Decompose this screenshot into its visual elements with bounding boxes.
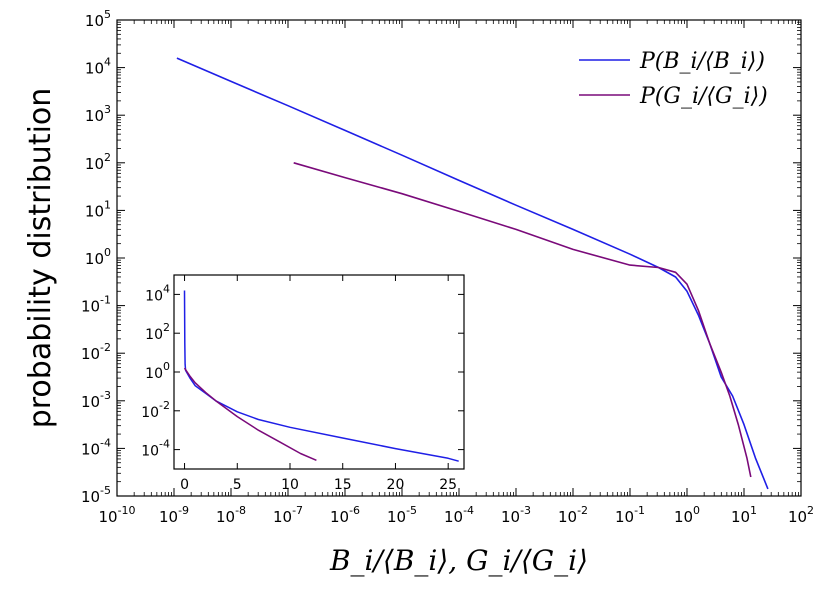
inset-series-line-g (183, 367, 317, 461)
x-axis-title: B_i/⟨B_i⟩, G_i/⟨G_i⟩ (329, 544, 588, 577)
x-tick-label: 10-10 (98, 504, 135, 526)
x-tick-label: 10-4 (444, 504, 474, 526)
main-x-tick-labels: 10-10 10-9 10-8 10-7 10-6 10-5 10-4 10-3 10-2 10-… (98, 504, 814, 526)
y-axis-title: probability distribution (23, 88, 58, 429)
y-tick-label: 102 (85, 151, 111, 173)
y-tick-label: 103 (85, 103, 111, 125)
main-ticks (116, 19, 802, 497)
inset-x-tick-label: 25 (439, 477, 457, 493)
inset-x-tick-label: 10 (281, 477, 299, 493)
y-tick-label: 10-5 (81, 484, 111, 506)
inset-x-tick-label: 20 (387, 477, 405, 493)
main-y-tick-labels: 10-5 10-4 10-3 10-2 10-1 100 101 102 103 104 105 (81, 8, 111, 506)
y-tick-label: 104 (85, 56, 111, 78)
y-tick-label: 10-1 (81, 294, 111, 316)
x-tick-label: 10-9 (159, 504, 189, 526)
x-tick-label: 10-3 (501, 504, 531, 526)
inset-x-tick-labels: 0 5 10 15 20 25 (180, 477, 457, 493)
y-tick-label: 10-2 (81, 341, 111, 363)
inset-y-tick-label: 10-4 (141, 438, 170, 460)
inset-series (183, 290, 459, 462)
inset-x-tick-label: 0 (180, 477, 189, 493)
x-tick-label: 10-2 (558, 504, 588, 526)
inset-y-tick-labels: 10-4 10-2 100 102 104 (141, 282, 170, 459)
inset-y-tick-label: 100 (145, 360, 170, 382)
main-series (176, 57, 769, 490)
y-tick-label: 101 (85, 198, 111, 220)
inset-y-tick-label: 102 (145, 321, 170, 343)
x-tick-label: 10-5 (387, 504, 417, 526)
legend: P(B_i/⟨B_i⟩) P(G_i/⟨G_i⟩) (579, 49, 768, 109)
x-tick-label: 100 (674, 504, 700, 526)
x-tick-label: 101 (731, 504, 757, 526)
y-tick-label: 10-3 (81, 389, 111, 411)
inset-ticks (174, 275, 464, 469)
y-tick-label: 100 (85, 246, 111, 268)
inset-y-tick-label: 104 (145, 282, 170, 304)
x-tick-label: 10-8 (216, 504, 246, 526)
legend-label-g: P(G_i/⟨G_i⟩) (639, 84, 768, 109)
x-tick-label: 102 (788, 504, 814, 526)
inset-x-tick-label: 5 (233, 477, 242, 493)
y-tick-label: 105 (85, 8, 111, 30)
inset-x-tick-label: 15 (334, 477, 352, 493)
series-line-g (293, 162, 752, 478)
x-tick-label: 10-1 (615, 504, 645, 526)
y-tick-label: 10-4 (81, 436, 111, 458)
inset-y-tick-label: 10-2 (141, 399, 170, 421)
legend-label-b: P(B_i/⟨B_i⟩) (639, 49, 765, 74)
x-tick-label: 10-7 (273, 504, 303, 526)
inset-plot-frame (173, 274, 465, 470)
x-tick-label: 10-6 (330, 504, 360, 526)
